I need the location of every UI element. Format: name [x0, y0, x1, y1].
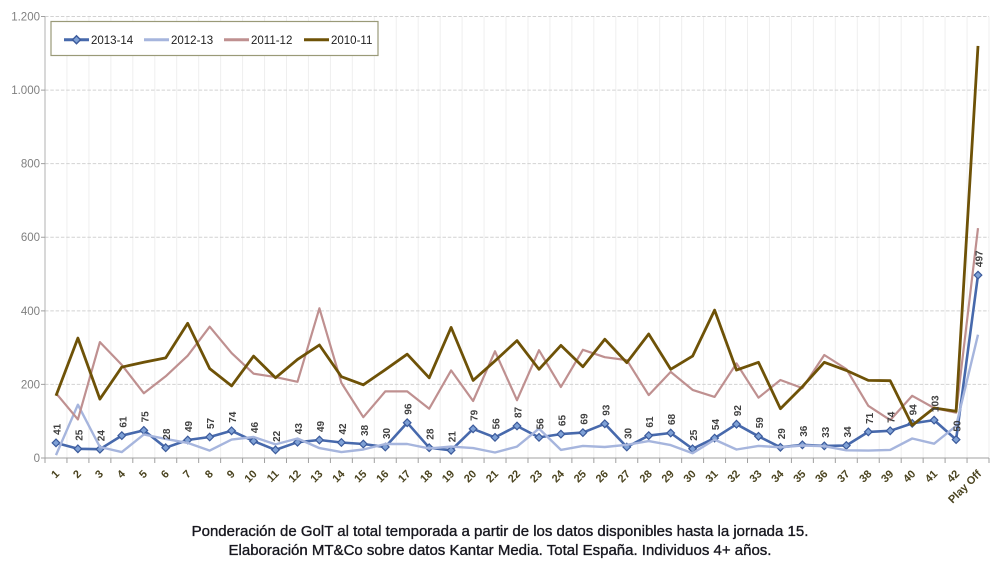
- svg-text:65: 65: [557, 415, 568, 427]
- svg-text:50: 50: [953, 420, 964, 432]
- svg-text:22: 22: [272, 430, 283, 442]
- svg-text:43: 43: [294, 423, 305, 435]
- svg-text:800: 800: [21, 159, 40, 171]
- svg-text:61: 61: [118, 416, 129, 428]
- svg-text:46: 46: [250, 422, 261, 434]
- svg-text:28: 28: [162, 428, 173, 440]
- svg-text:497: 497: [975, 250, 986, 267]
- svg-text:30: 30: [382, 427, 393, 439]
- svg-text:25: 25: [74, 429, 85, 441]
- svg-text:74: 74: [228, 411, 239, 423]
- svg-text:1.200: 1.200: [11, 12, 40, 24]
- svg-text:54: 54: [711, 419, 722, 431]
- svg-text:34: 34: [843, 426, 854, 438]
- svg-text:200: 200: [21, 379, 40, 391]
- svg-text:33: 33: [821, 426, 832, 438]
- svg-text:68: 68: [667, 413, 678, 425]
- svg-text:96: 96: [404, 403, 415, 415]
- svg-text:103: 103: [931, 395, 942, 412]
- svg-text:56: 56: [492, 418, 503, 430]
- svg-text:2012-13: 2012-13: [171, 35, 213, 47]
- svg-text:2013-14: 2013-14: [91, 35, 134, 47]
- svg-text:0: 0: [34, 453, 40, 465]
- svg-text:1.000: 1.000: [11, 85, 40, 97]
- svg-text:400: 400: [21, 306, 40, 318]
- svg-text:21: 21: [448, 431, 459, 443]
- svg-text:93: 93: [601, 404, 612, 416]
- svg-text:2011-12: 2011-12: [251, 35, 292, 47]
- svg-text:36: 36: [799, 425, 810, 437]
- svg-text:38: 38: [360, 424, 371, 436]
- svg-text:56: 56: [536, 418, 547, 430]
- svg-text:600: 600: [21, 232, 40, 244]
- svg-text:29: 29: [777, 428, 788, 440]
- svg-text:94: 94: [909, 404, 920, 416]
- svg-text:57: 57: [206, 417, 217, 429]
- svg-text:69: 69: [579, 413, 590, 425]
- svg-text:41: 41: [53, 423, 64, 435]
- svg-text:28: 28: [426, 428, 437, 440]
- svg-text:25: 25: [689, 429, 700, 441]
- svg-text:75: 75: [140, 411, 151, 423]
- svg-text:30: 30: [623, 427, 634, 439]
- svg-text:49: 49: [316, 420, 327, 432]
- svg-text:71: 71: [865, 412, 876, 424]
- svg-text:61: 61: [645, 416, 656, 428]
- svg-text:87: 87: [514, 406, 525, 418]
- svg-text:59: 59: [755, 417, 766, 429]
- svg-text:79: 79: [470, 409, 481, 421]
- svg-text:Elaboración MT&Co sobre datos: Elaboración MT&Co sobre datos Kantar Med…: [229, 542, 772, 559]
- svg-text:2010-11: 2010-11: [331, 35, 372, 47]
- svg-text:Ponderación de GolT al total t: Ponderación de GolT al total temporada a…: [192, 523, 809, 540]
- svg-text:42: 42: [338, 423, 349, 435]
- svg-text:74: 74: [887, 411, 898, 423]
- svg-text:49: 49: [184, 420, 195, 432]
- svg-text:92: 92: [733, 405, 744, 417]
- svg-text:24: 24: [96, 430, 107, 442]
